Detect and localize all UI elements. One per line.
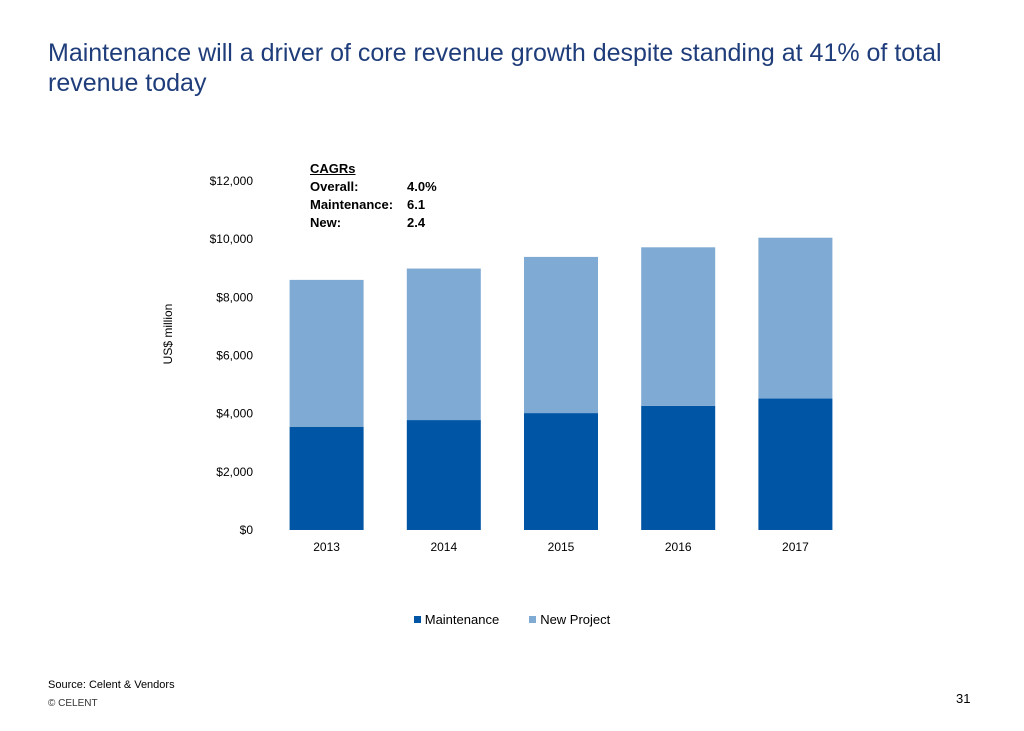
x-tick-label: 2015: [548, 540, 575, 554]
bar-new-project: [641, 247, 716, 406]
cagr-annotation: CAGRs Overall: 4.0% Maintenance: 6.1 New…: [310, 160, 437, 232]
x-tick-label: 2013: [313, 540, 340, 554]
chart-legend: Maintenance New Project: [0, 612, 1024, 627]
y-axis-label: US$ million: [161, 304, 175, 365]
cagr-label: Overall:: [310, 179, 359, 194]
page-number: 31: [956, 691, 971, 706]
cagr-value: 6.1: [407, 197, 426, 212]
bar-new-project: [406, 268, 481, 421]
slide-title: Maintenance will a driver of core revenu…: [48, 39, 942, 97]
cagr-value: 2.4: [407, 215, 426, 230]
cagr-label: Maintenance:: [310, 197, 394, 212]
cagr-value: 4.0%: [407, 179, 437, 194]
bar-new-project: [524, 256, 598, 414]
legend-item-new-project: New Project: [529, 612, 610, 627]
y-tick-label: $4,000: [216, 407, 253, 421]
cagr-row-maintenance: Maintenance: 6.1: [310, 196, 437, 214]
copyright: © CELENT: [48, 698, 98, 709]
y-tick-label: $0: [240, 523, 254, 537]
y-tick-label: $12,000: [210, 174, 254, 188]
bar-maintenance: [289, 426, 364, 530]
bar-maintenance: [758, 398, 833, 530]
y-tick-label: $8,000: [216, 290, 253, 304]
cagr-row-new: New: 2.4: [310, 214, 437, 232]
bar-maintenance: [641, 405, 716, 530]
legend-swatch-new-project: [529, 616, 537, 623]
x-tick-label: 2016: [665, 540, 692, 554]
cagr-row-overall: Overall: 4.0%: [310, 178, 437, 196]
y-tick-label: $2,000: [216, 465, 253, 479]
bar-maintenance: [406, 420, 481, 530]
bar-maintenance: [524, 413, 598, 530]
legend-swatch-maintenance: [413, 616, 421, 623]
legend-label: New Project: [540, 612, 611, 627]
cagr-header: CAGRs: [310, 161, 356, 176]
x-tick-label: 2014: [430, 540, 457, 554]
y-tick-label: $10,000: [210, 232, 254, 246]
cagr-label: New:: [310, 215, 342, 230]
bar-new-project: [289, 279, 364, 427]
x-tick-label: 2017: [782, 540, 809, 554]
y-tick-label: $6,000: [216, 349, 253, 363]
legend-label: Maintenance: [424, 612, 500, 627]
source-note: Source: Celent & Vendors: [48, 679, 175, 691]
legend-item-maintenance: Maintenance: [413, 612, 500, 627]
bar-new-project: [758, 237, 833, 399]
